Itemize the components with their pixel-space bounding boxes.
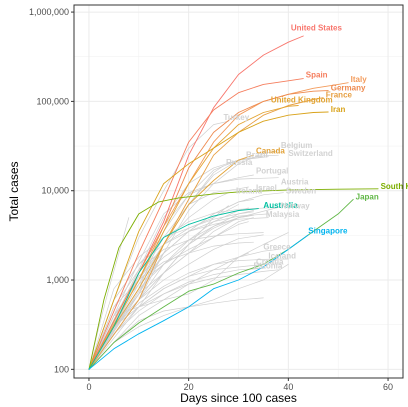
label-ireland: Ireland xyxy=(236,187,262,196)
label-iran: Iran xyxy=(331,105,346,114)
gray-series-line-thailand xyxy=(88,241,254,370)
series-line-italy xyxy=(88,82,349,370)
label-italy: Italy xyxy=(351,75,368,84)
plot-panel-border xyxy=(73,4,404,379)
series-line-south-korea xyxy=(88,188,379,370)
y-tick-label: 100,000 xyxy=(36,96,69,106)
label-united-kingdom: United Kingdom xyxy=(271,96,333,105)
label-france: France xyxy=(326,91,353,100)
x-axis-title: Days since 100 cases xyxy=(180,391,297,405)
gray-series-line-qatar xyxy=(88,232,289,370)
y-tick-label: 1,000,000 xyxy=(29,7,69,17)
gray-series-line-iceland xyxy=(88,258,289,370)
series-line-japan xyxy=(88,198,354,370)
label-japan: Japan xyxy=(356,192,379,201)
y-tick-label: 1,000 xyxy=(46,275,69,285)
x-tick-label: 20 xyxy=(184,382,194,392)
series-line-singapore xyxy=(88,234,309,370)
y-tick-label: 10,000 xyxy=(41,186,69,196)
label-portugal: Portugal xyxy=(256,167,288,176)
x-tick-label: 0 xyxy=(86,382,91,392)
label-estonia: Estonia xyxy=(253,261,282,270)
label-russia: Russia xyxy=(226,158,253,167)
label-iceland: Iceland xyxy=(268,251,296,260)
series-line-canada xyxy=(88,154,254,370)
x-tick-label: 60 xyxy=(383,382,393,392)
x-axis: 0 20 40 60 xyxy=(86,378,393,392)
series-line-united-states xyxy=(88,35,304,370)
label-israel: Israel xyxy=(256,184,277,193)
series-line-germany xyxy=(88,90,329,370)
series-line-australia xyxy=(88,208,259,370)
highlight-series-lines xyxy=(88,35,379,370)
gray-series-line-czechia xyxy=(88,211,254,370)
x-tick-label: 40 xyxy=(283,382,293,392)
series-line-iran xyxy=(88,111,329,370)
label-canada: Canada xyxy=(256,147,285,156)
label-australia: Australia xyxy=(263,201,298,210)
y-axis-title: Total cases xyxy=(7,161,21,221)
label-spain: Spain xyxy=(306,71,328,80)
gray-series-line-austria xyxy=(88,177,279,370)
label-greece: Greece xyxy=(263,242,291,251)
label-sweden: Sweden xyxy=(286,187,316,196)
y-tick-label: 100 xyxy=(54,364,69,374)
label-austria: Austria xyxy=(281,177,309,186)
gray-series-line-philippines xyxy=(88,213,269,370)
label-switzerland: Switzerland xyxy=(288,149,333,158)
label-south-korea: South Korea xyxy=(381,182,408,191)
label-croatia: Croatia xyxy=(256,257,284,266)
label-united-states: United States xyxy=(291,24,343,33)
series-line-spain xyxy=(88,78,304,370)
label-brazil: Brazil xyxy=(246,151,268,160)
label-germany: Germany xyxy=(331,83,366,92)
gray-series-line-belgium xyxy=(88,150,279,370)
gray-series-line-indonesia xyxy=(88,221,249,370)
label-singapore: Singapore xyxy=(308,227,348,236)
label-malaysia: Malaysia xyxy=(266,210,300,219)
gray-series-line-egypt xyxy=(88,252,249,370)
series-line-france xyxy=(88,97,324,370)
gray-series-line-estonia xyxy=(88,268,264,370)
gray-series-line-finland xyxy=(88,234,264,370)
label-belgium: Belgium xyxy=(281,141,313,150)
label-norway: Norway xyxy=(281,202,310,211)
y-axis: 100 1,000 10,000 100,000 1,000,000 xyxy=(29,7,74,374)
country-labels: United States Spain ItalyGermanyFranceUnit… xyxy=(224,24,408,271)
label-turkey: Turkey xyxy=(224,113,250,122)
